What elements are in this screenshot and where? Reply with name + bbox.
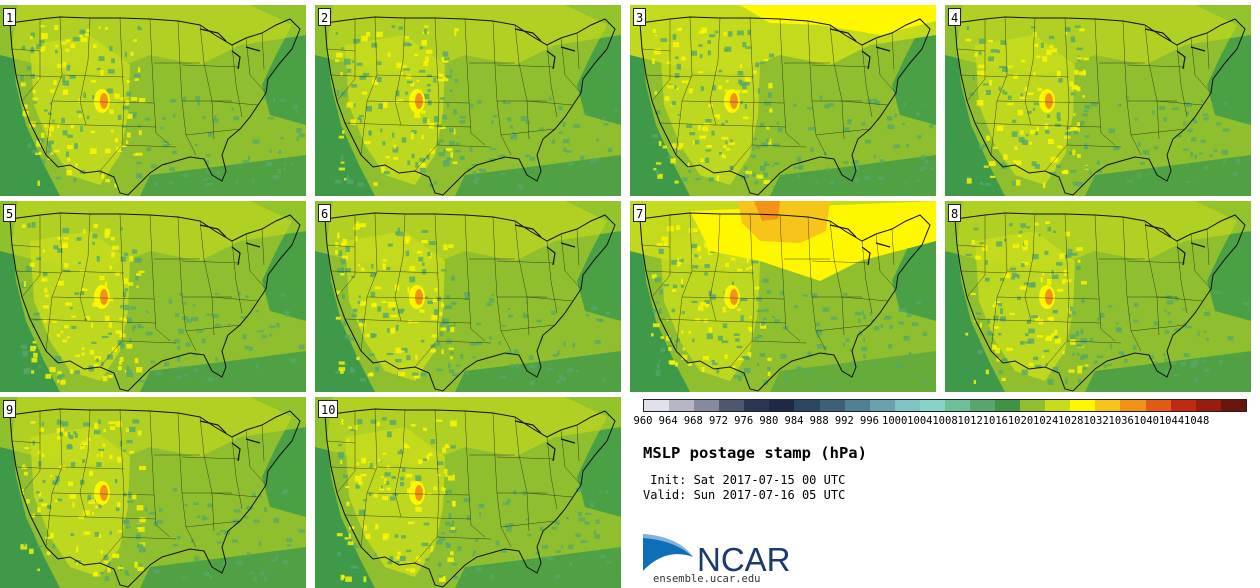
colorbar-tick-label: 984 [784, 415, 804, 427]
ncar-logo-swoosh [643, 534, 693, 571]
ncar-logo: NCAR [643, 534, 791, 574]
colorbar-swatch [1145, 400, 1171, 411]
mslp-field-map [630, 201, 936, 392]
colorbar-swatch [1220, 400, 1246, 411]
colorbar-swatch [769, 400, 795, 411]
colorbar-tick-label: 980 [759, 415, 779, 427]
colorbar-tick-label: 1036 [1108, 415, 1134, 427]
map-panel-10: 10 [315, 397, 621, 588]
map-panel-9: 9 [0, 397, 306, 588]
panel-label: 8 [948, 204, 962, 222]
colorbar-tick-label: 964 [658, 415, 678, 427]
mslp-field-map [945, 5, 1251, 196]
map-panel-8: 8 [945, 201, 1251, 392]
colorbar-tick-label: 1028 [1058, 415, 1084, 427]
colorbar-swatch [794, 400, 820, 411]
init-time: Init: Sat 2017-07-15 00 UTC [643, 473, 846, 487]
colorbar-swatch [869, 400, 895, 411]
mslp-field-map [315, 201, 621, 392]
colorbar-tick-label: 968 [683, 415, 703, 427]
map-panel-4: 4 [945, 5, 1251, 196]
mslp-field-map [0, 5, 306, 196]
colorbar-tick-label: 1040 [1133, 415, 1159, 427]
colorbar-tick-label: 988 [809, 415, 829, 427]
colorbar-tick-label: 1016 [982, 415, 1008, 427]
panel-label: 4 [948, 8, 962, 26]
colorbar-tick-label: 996 [860, 415, 879, 427]
map-panel-3: 3 [630, 5, 936, 196]
colorbar-swatch [1170, 400, 1196, 411]
colorbar-swatch [1070, 400, 1096, 411]
mslp-field-map [0, 397, 306, 588]
colorbar-tick-label: 1032 [1083, 415, 1109, 427]
colorbar-swatch [844, 400, 870, 411]
colorbar-swatch [1120, 400, 1146, 411]
mslp-field-map [630, 5, 936, 196]
panel-label: 2 [318, 8, 332, 26]
colorbar-swatch [669, 400, 695, 411]
mslp-field-map [315, 397, 621, 588]
colorbar-swatch [1195, 400, 1221, 411]
colorbar-swatch [744, 400, 770, 411]
colorbar-tick-label: 1004 [907, 415, 933, 427]
colorbar-swatch [919, 400, 945, 411]
map-panel-5: 5 [0, 201, 306, 392]
colorbar-tick-label: 1024 [1033, 415, 1059, 427]
colorbar-swatch [944, 400, 971, 411]
panel-label: 7 [633, 204, 647, 222]
colorbar-swatch [644, 400, 670, 411]
colorbar-swatch [894, 400, 920, 411]
mslp-field-map [0, 201, 306, 392]
colorbar-swatch [719, 400, 745, 411]
map-panel-1: 1 [0, 5, 306, 196]
colorbar-tick-label: 1048 [1184, 415, 1210, 427]
colorbar-tick-label: 976 [734, 415, 754, 427]
colorbar-tick-label: 992 [834, 415, 854, 427]
colorbar-tick-label: 1020 [1007, 415, 1034, 427]
colorbar-tick-label: 1000 [882, 415, 908, 427]
colorbar-swatch [995, 400, 1021, 411]
colorbar-tick-label: 1044 [1158, 415, 1185, 427]
panel-label: 3 [633, 8, 647, 26]
mslp-field-map [315, 5, 621, 196]
map-panel-7: 7 [630, 201, 936, 392]
colorbar-swatch [819, 400, 845, 411]
colorbar-swatch [970, 400, 996, 411]
valid-time: Valid: Sun 2017-07-16 05 UTC [643, 488, 846, 502]
colorbar-swatch [1095, 400, 1121, 411]
colorbar-tick-label: 972 [709, 415, 728, 427]
colorbar [643, 399, 1247, 412]
panel-label: 1 [3, 8, 17, 26]
ncar-logo-text: NCAR [697, 541, 791, 574]
colorbar-swatch [694, 400, 720, 411]
site-url: ensemble.ucar.edu [653, 573, 761, 585]
panel-label: 5 [3, 204, 17, 222]
mslp-field-map [945, 201, 1251, 392]
map-panel-6: 6 [315, 201, 621, 392]
colorbar-tick-label: 1012 [957, 415, 983, 427]
panel-label: 10 [318, 400, 339, 418]
panel-label: 9 [3, 400, 17, 418]
map-panel-2: 2 [315, 5, 621, 196]
colorbar-tick-label: 960 [633, 415, 653, 427]
colorbar-swatch [1020, 400, 1046, 411]
colorbar-tick-label: 1008 [932, 415, 958, 427]
colorbar-swatch [1045, 400, 1071, 411]
panel-label: 6 [318, 204, 332, 222]
figure-title: MSLP postage stamp (hPa) [643, 444, 867, 462]
